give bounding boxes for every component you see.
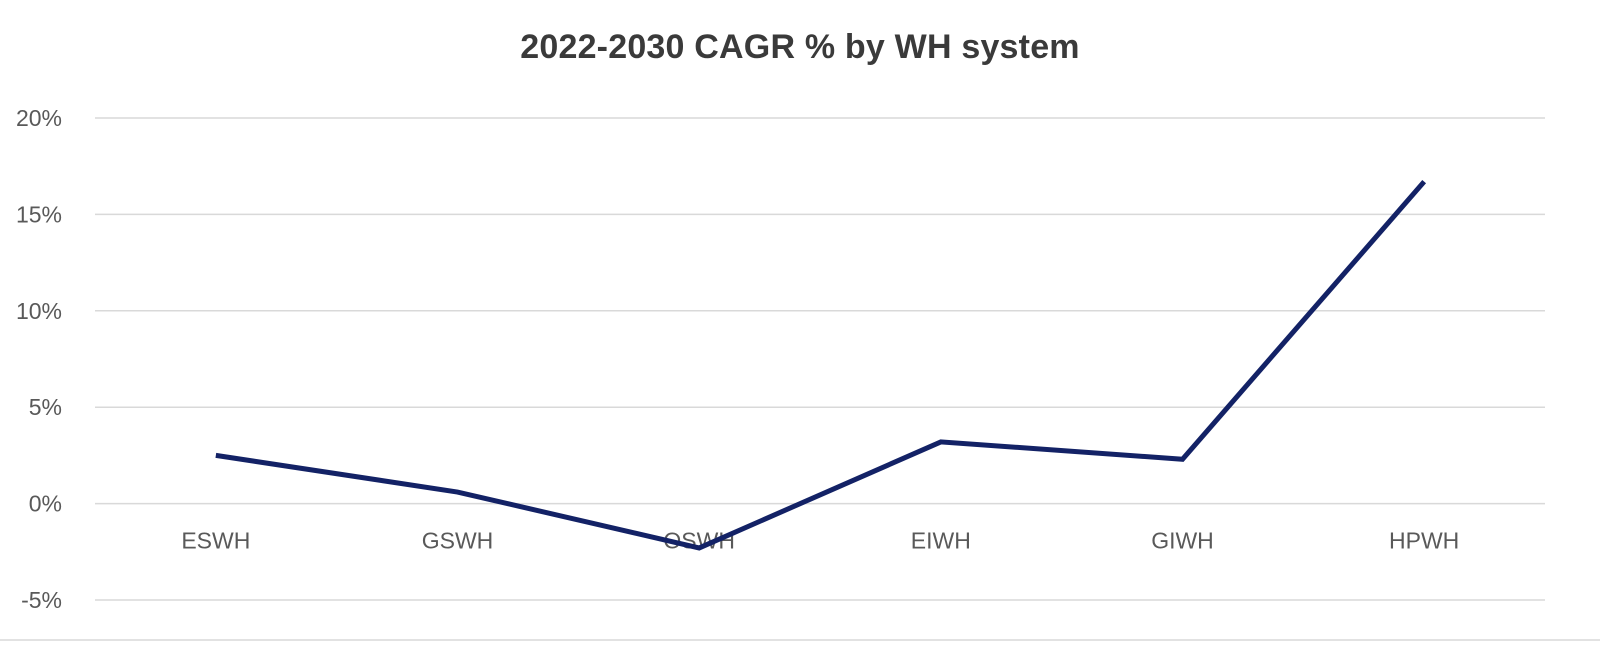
x-tick-label: ESWH <box>181 528 250 554</box>
y-tick-label: 5% <box>29 394 62 420</box>
chart-title: 2022-2030 CAGR % by WH system <box>520 28 1080 66</box>
y-tick-label: -5% <box>21 587 62 613</box>
x-tick-label: EIWH <box>911 528 971 554</box>
y-tick-label: 10% <box>16 298 62 324</box>
x-tick-label: GSWH <box>422 528 494 554</box>
series-line <box>215 179 1427 551</box>
y-tick-label: 20% <box>16 105 62 131</box>
y-tick-label: 0% <box>29 491 62 517</box>
x-tick-label: GIWH <box>1151 528 1214 554</box>
x-tick-label: HPWH <box>1389 528 1459 554</box>
y-tick-label: 15% <box>16 201 62 227</box>
